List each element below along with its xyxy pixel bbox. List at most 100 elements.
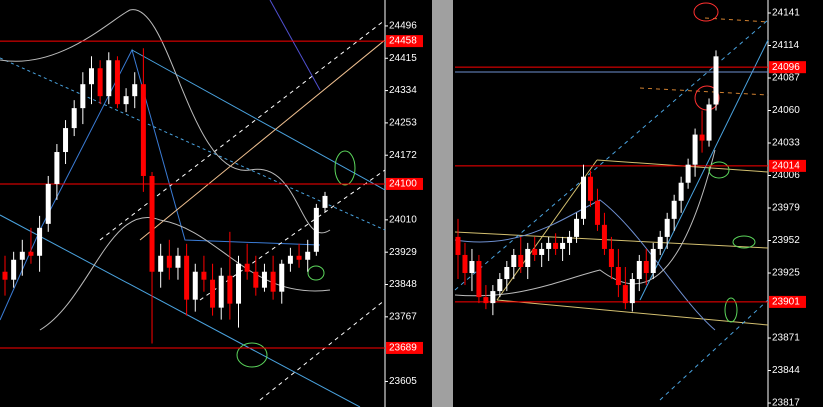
y-tick-label: 23979 — [772, 203, 800, 214]
highlight-ellipse — [724, 297, 738, 323]
y-tick-label: 24087 — [772, 73, 800, 84]
candle-body — [149, 175, 155, 272]
candle-body — [305, 251, 311, 260]
candle-body — [63, 128, 69, 153]
y-tick-label: 23767 — [389, 311, 417, 322]
y-tick-label: 24172 — [389, 150, 417, 161]
candle-body — [455, 236, 461, 255]
candle-body — [114, 60, 120, 105]
price-label-bg — [769, 295, 806, 308]
channel-line — [0, 57, 386, 231]
candle-body — [594, 200, 600, 225]
candle-body — [504, 266, 510, 280]
y-tick-label: 23848 — [389, 279, 417, 290]
candle-body — [140, 84, 146, 176]
candle-body — [296, 255, 302, 260]
splitter — [432, 0, 453, 407]
candle-body — [88, 68, 94, 85]
candle-body — [244, 263, 250, 272]
highlight-ellipse — [307, 265, 325, 281]
candle-body — [469, 260, 475, 274]
candle-body — [158, 255, 164, 272]
channel-line — [131, 49, 386, 191]
price-label: 24096 — [772, 62, 800, 73]
price-label-bg — [386, 177, 423, 190]
candle-body — [490, 291, 496, 304]
y-tick-label: 23817 — [772, 398, 800, 407]
ma-line — [269, 0, 321, 91]
price-label: 24100 — [389, 179, 417, 190]
candle-body — [525, 248, 531, 267]
y-tick-label: 24141 — [772, 8, 800, 19]
highlight-ellipse — [732, 235, 756, 249]
candle-body — [657, 236, 663, 249]
candle-body — [253, 271, 259, 288]
y-tick-label: 23605 — [389, 376, 417, 387]
candle-body — [175, 255, 181, 268]
y-tick-label: 24253 — [389, 118, 417, 129]
channel-line — [496, 299, 769, 326]
candle-body — [671, 200, 677, 219]
fan-line — [199, 169, 386, 301]
band-line — [454, 199, 716, 331]
candle-body — [664, 218, 670, 237]
y-tick-label: 24060 — [772, 105, 800, 116]
price-label: 24014 — [772, 161, 800, 172]
left-drawings — [0, 0, 386, 407]
candle-body — [518, 254, 524, 267]
candle-body — [699, 134, 705, 141]
candle-body — [462, 254, 468, 274]
highlight-ellipse — [693, 2, 719, 22]
candle-body — [37, 227, 43, 256]
candle-body — [45, 183, 51, 224]
candle-body — [587, 176, 593, 201]
fan-line — [639, 39, 769, 301]
price-label: 24458 — [389, 36, 417, 47]
candle-body — [622, 285, 628, 304]
fan-line — [139, 39, 386, 241]
candle-body — [643, 260, 649, 274]
y-tick-label: 24334 — [389, 85, 417, 96]
candle-body — [608, 248, 614, 267]
candle-body — [685, 164, 691, 183]
y-tick-label: 24415 — [389, 53, 417, 64]
price-label-bg — [769, 159, 806, 172]
candle-body — [11, 259, 17, 280]
candle-body — [2, 271, 8, 280]
candle-body — [210, 279, 216, 308]
candle-body — [560, 242, 566, 249]
candle-body — [539, 248, 545, 255]
candle-body — [511, 254, 517, 267]
candle-body — [650, 248, 656, 274]
highlight-ellipse — [334, 150, 356, 186]
candle-body — [713, 56, 719, 105]
y-tick-label: 23929 — [389, 247, 417, 258]
candle-body — [678, 182, 684, 201]
candle-body — [123, 96, 129, 105]
candle-body — [615, 266, 621, 286]
candle-body — [692, 134, 698, 165]
level-line — [639, 87, 769, 96]
candle-body — [476, 260, 482, 298]
candle-body — [629, 279, 635, 304]
candle-body — [581, 176, 587, 219]
candle-body — [132, 84, 138, 97]
candle-body — [636, 260, 642, 280]
candle-body — [166, 255, 172, 268]
y-tick-label: 24114 — [772, 40, 800, 51]
y-tick-label: 24010 — [389, 215, 417, 226]
candle-body — [54, 152, 60, 184]
price-label-bg — [386, 35, 423, 48]
highlight-ellipse — [236, 342, 268, 368]
candle-body — [71, 108, 77, 129]
candle-body — [236, 263, 242, 304]
candle-body — [261, 271, 267, 288]
candle-body — [80, 84, 86, 109]
candle-body — [192, 271, 198, 300]
price-label-bg — [769, 61, 806, 74]
candle-body — [313, 207, 319, 252]
candle-body — [546, 242, 552, 249]
y-tick-label: 24033 — [772, 138, 800, 149]
fan-line — [659, 299, 769, 401]
candle-body — [227, 275, 233, 304]
